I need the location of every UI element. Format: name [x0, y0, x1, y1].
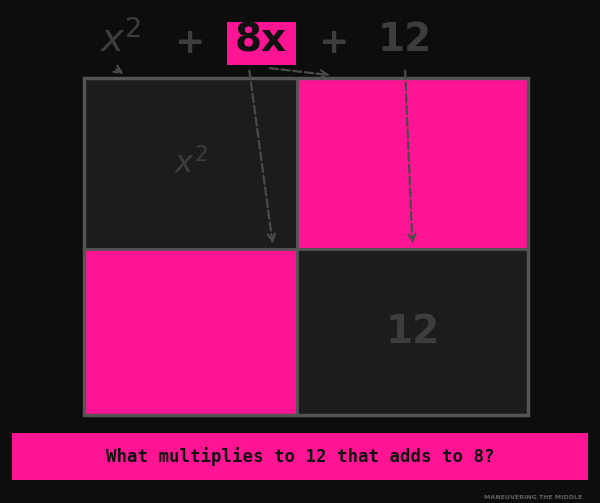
- Text: What multiplies to 12 that adds to 8?: What multiplies to 12 that adds to 8?: [106, 447, 494, 466]
- Text: 8x: 8x: [235, 21, 287, 59]
- Bar: [297, 249, 528, 415]
- Text: MANEUVERING THE MIDDLE: MANEUVERING THE MIDDLE: [484, 495, 582, 500]
- Text: +: +: [174, 26, 204, 60]
- Bar: [84, 78, 528, 415]
- Text: $x^2$: $x^2$: [173, 147, 208, 180]
- Text: 12: 12: [385, 313, 440, 351]
- Bar: [84, 249, 297, 415]
- Text: +: +: [318, 26, 348, 60]
- Text: $x^2$: $x^2$: [99, 21, 141, 60]
- Bar: [12, 433, 588, 480]
- Bar: [297, 78, 528, 249]
- Bar: [227, 22, 296, 65]
- Text: 12: 12: [378, 21, 432, 59]
- Bar: [84, 78, 297, 249]
